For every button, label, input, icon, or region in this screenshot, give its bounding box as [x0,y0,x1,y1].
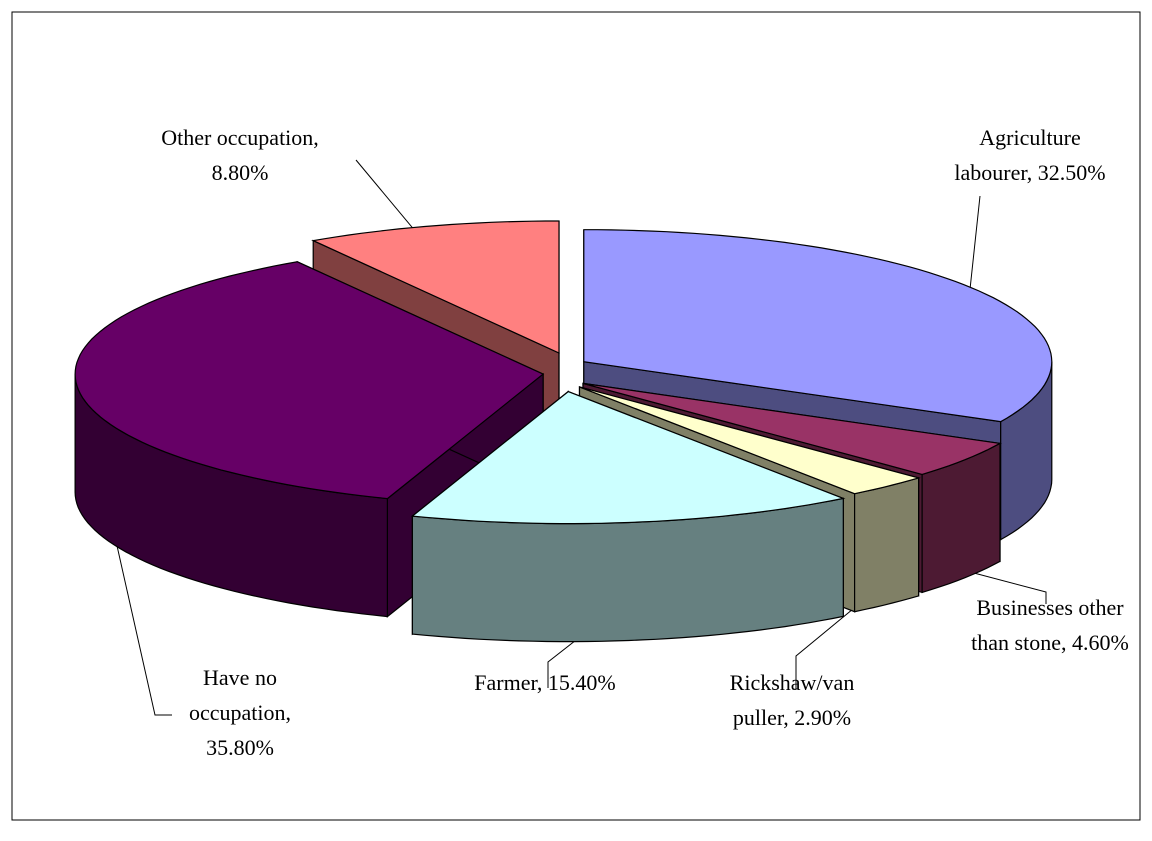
data-label-line: Businesses other [976,595,1124,620]
data-label-line: 35.80% [206,735,274,760]
leader-line [954,567,1047,604]
slice-top [583,229,1053,423]
data-label: Other occupation, 8.80% [161,125,319,185]
data-label-line: Rickshaw/van [730,670,855,695]
data-label-line: occupation, [189,700,291,725]
data-label-line: 8.80% [212,160,269,185]
slice [410,390,846,643]
slice-top [410,390,846,525]
data-label-line: puller, 2.90% [733,705,851,730]
slice-top [582,382,1002,476]
slice-top [579,386,921,495]
leader-line [795,589,877,690]
data-label-line: labourer, 32.50% [954,160,1105,185]
data-label-line: Farmer, 15.40% [474,670,615,695]
data-label: Farmer, 15.40% [474,670,615,695]
data-label-line: Other occupation, [161,125,319,150]
slice-top [74,261,545,500]
leader-line [99,469,172,716]
data-label: Rickshaw/van puller, 2.90% [730,670,855,730]
data-label: Businesses other than stone, 4.60% [971,595,1129,655]
slice-wall [854,477,920,613]
data-label: Have no occupation, 35.80% [189,665,291,760]
data-label-line: than stone, 4.60% [971,630,1129,655]
data-label-line: Have no [203,665,277,690]
data-label: Agriculture labourer, 32.50% [954,125,1105,185]
slice-top [311,220,560,354]
data-label-line: Agriculture [979,125,1080,150]
